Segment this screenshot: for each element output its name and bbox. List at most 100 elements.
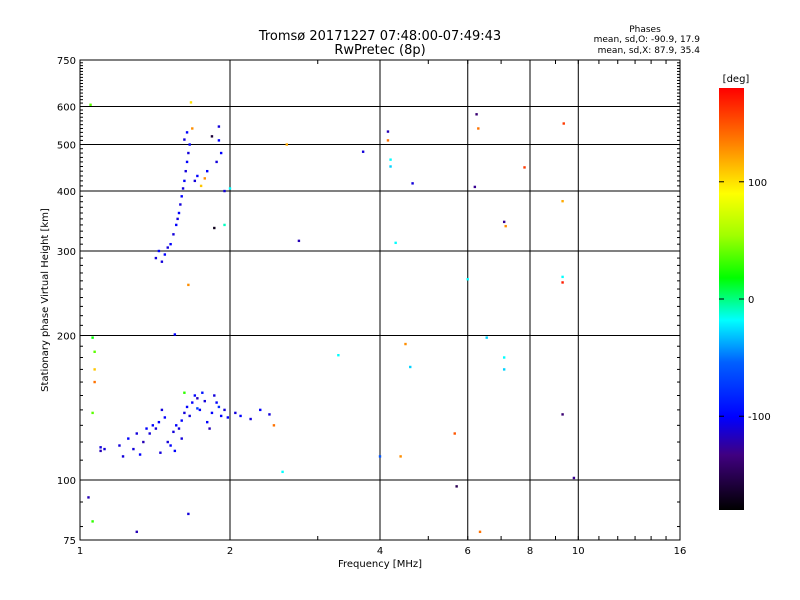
data-point (148, 432, 151, 435)
data-point (177, 211, 181, 215)
data-point (193, 394, 197, 397)
data-point (93, 350, 96, 353)
data-point (502, 220, 506, 224)
data-point (183, 391, 186, 394)
data-point (157, 249, 161, 253)
y-tick-label: 100 (57, 476, 76, 487)
data-point (154, 427, 158, 430)
data-point (210, 135, 214, 138)
data-point (394, 241, 397, 245)
data-point (188, 414, 191, 418)
colorbar-tick-label: 100 (748, 178, 767, 189)
data-point (386, 130, 390, 133)
x-tick-label: 1 (77, 546, 83, 557)
data-points (87, 101, 576, 534)
data-point (118, 444, 121, 447)
data-point (219, 151, 223, 155)
x-axis-ticks: 1 2 4 6 8 10 16 (77, 60, 686, 557)
data-point (485, 336, 488, 339)
data-point (297, 239, 301, 243)
data-point (99, 449, 102, 453)
data-point (473, 185, 477, 189)
data-point (91, 336, 94, 339)
data-point (268, 413, 271, 416)
data-point (215, 401, 218, 404)
y-tick-label: 600 (57, 103, 76, 114)
data-point (163, 416, 167, 419)
data-point (205, 169, 209, 173)
data-point (203, 399, 206, 403)
data-point (191, 401, 194, 404)
data-point (475, 113, 478, 116)
data-point (205, 420, 209, 424)
data-point (234, 411, 237, 415)
data-point (172, 430, 175, 434)
y-axis-label: Stationary phase Virtual Height [km] (40, 208, 51, 392)
y-axis-ticks: 75 100 200 300 400 500 600 750 (57, 56, 680, 547)
data-point (217, 139, 221, 142)
y-tick-label: 400 (57, 187, 76, 198)
data-point (411, 182, 414, 185)
data-point (219, 414, 223, 418)
data-point (478, 530, 482, 534)
phases-line-x: mean, sd,X: 87.9, 35.4 (598, 46, 701, 56)
data-point (175, 424, 178, 427)
data-point (185, 405, 189, 409)
data-point (93, 368, 96, 371)
data-point (93, 380, 96, 384)
x-tick-label: 4 (377, 546, 383, 557)
data-point (99, 446, 102, 449)
data-point (523, 166, 526, 169)
data-point (157, 420, 161, 424)
data-point (185, 160, 189, 164)
data-point (127, 437, 130, 440)
data-point (561, 199, 564, 203)
data-point (89, 103, 92, 106)
data-point (223, 189, 226, 193)
data-point (173, 449, 177, 453)
data-point (154, 256, 158, 260)
data-point (337, 353, 340, 357)
data-point (217, 125, 221, 128)
data-point (561, 275, 564, 279)
data-point (386, 139, 390, 142)
data-point (455, 485, 458, 488)
data-point (561, 281, 564, 284)
data-point (217, 405, 221, 409)
data-point (502, 356, 506, 359)
data-point (160, 260, 164, 263)
data-point (177, 427, 181, 430)
data-point (249, 417, 252, 421)
data-point (173, 333, 177, 336)
x-tick-label: 8 (527, 546, 533, 557)
data-point (239, 414, 242, 418)
data-point (187, 512, 190, 516)
data-point (223, 408, 226, 412)
data-point (191, 127, 194, 130)
x-tick-label: 2 (227, 546, 233, 557)
data-point (159, 451, 162, 454)
data-point (213, 226, 216, 230)
data-point (196, 174, 199, 178)
data-point (409, 365, 412, 369)
data-point (151, 424, 155, 427)
data-point (226, 416, 230, 419)
data-point (477, 127, 480, 130)
data-point (183, 179, 186, 183)
data-point (572, 476, 576, 480)
data-point (389, 165, 392, 168)
y-tick-label: 500 (57, 141, 76, 152)
colorbar-tick-label: 0 (748, 295, 754, 306)
data-point (378, 455, 382, 458)
data-point (175, 223, 178, 227)
data-point (166, 246, 169, 249)
data-point (502, 368, 506, 371)
data-point (196, 397, 199, 400)
data-point (561, 413, 564, 416)
phases-line-o: mean, sd,O: -90.9, 17.9 (594, 35, 701, 45)
data-point (184, 169, 187, 173)
data-point (135, 530, 138, 534)
data-point (259, 408, 262, 412)
data-point (210, 411, 214, 415)
